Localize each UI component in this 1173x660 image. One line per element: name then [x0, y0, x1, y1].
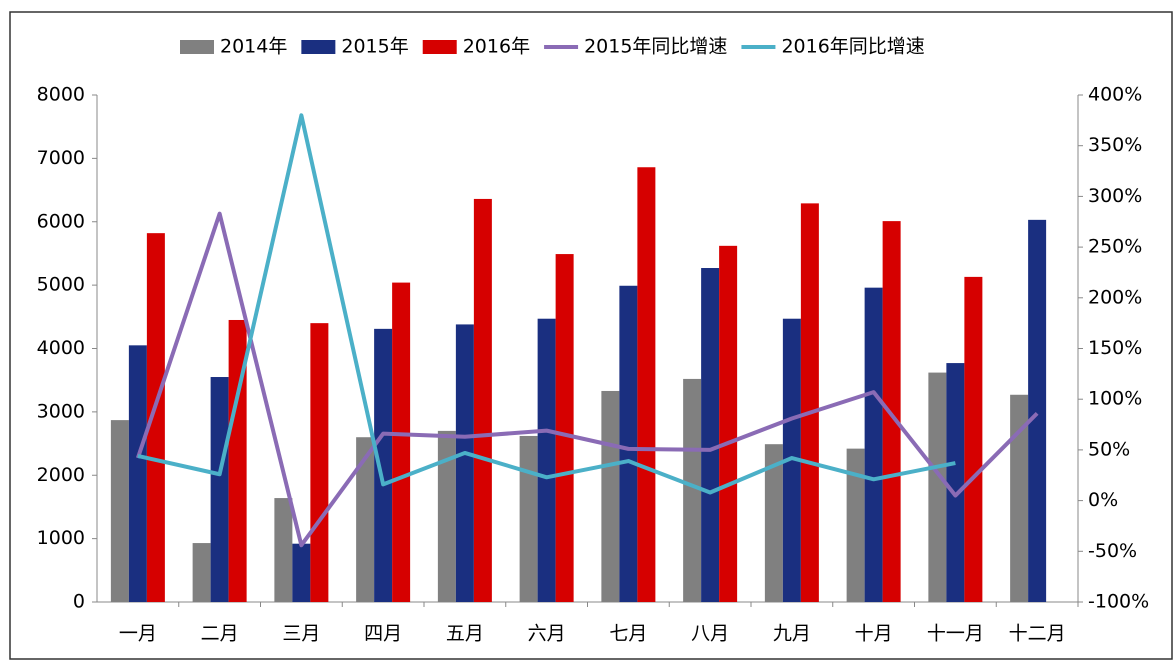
bar: [128, 345, 147, 602]
bar: [683, 378, 702, 602]
y-tick-label: 2000: [37, 464, 85, 486]
bar: [392, 282, 411, 602]
line: [135, 211, 1039, 548]
bar: [537, 318, 556, 602]
bar: [473, 198, 492, 602]
y2-tick-label: 50%: [1088, 438, 1130, 460]
x-tick-label: 一月: [119, 623, 157, 645]
bar: [192, 543, 211, 602]
x-tick-label: 七月: [609, 623, 647, 645]
x-tick-label: 八月: [691, 623, 729, 645]
x-tick-label: 九月: [773, 623, 811, 645]
y-tick-label: 8000: [37, 84, 85, 106]
x-tick-label: 六月: [528, 623, 566, 645]
legend-label: 2014年: [220, 36, 287, 58]
legend-label: 2015年同比增速: [584, 36, 727, 58]
y-tick-label: 3000: [37, 400, 85, 422]
y2-tick-label: 0%: [1088, 489, 1118, 511]
y-tick-label: 0: [73, 591, 85, 613]
bar: [519, 435, 538, 602]
y2-tick-label: 400%: [1088, 84, 1142, 106]
bar: [864, 287, 883, 602]
legend-label: 2016年: [463, 36, 530, 58]
y-tick-label: 7000: [37, 147, 85, 169]
bar: [800, 203, 819, 602]
bar: [310, 323, 329, 602]
bar: [946, 363, 965, 602]
y2-tick-label: 350%: [1088, 134, 1142, 156]
bar: [619, 285, 638, 602]
legend-label: 2016年同比增速: [781, 36, 924, 58]
y2-tick-label: 250%: [1088, 236, 1142, 258]
x-tick-label: 十月: [855, 623, 893, 645]
y-tick-label: 5000: [37, 274, 85, 296]
bar: [455, 324, 474, 602]
chart-frame: [9, 11, 1173, 660]
x-tick-label: 四月: [364, 623, 402, 645]
bar: [356, 437, 375, 602]
y2-tick-label: 200%: [1088, 286, 1142, 308]
bar: [764, 444, 783, 602]
y2-tick-label: -100%: [1088, 591, 1149, 613]
bar: [1028, 219, 1047, 602]
legend-symbol: [422, 40, 457, 54]
bar: [228, 319, 247, 602]
bar: [928, 372, 947, 602]
x-tick-label: 十二月: [1009, 623, 1066, 645]
bar: [437, 430, 456, 602]
y2-tick-label: 150%: [1088, 337, 1142, 359]
legend-label: 2015年: [341, 36, 408, 58]
line: [137, 113, 956, 495]
bar: [374, 328, 393, 602]
y-tick-label: 1000: [37, 527, 85, 549]
bar: [782, 318, 801, 602]
bar: [210, 377, 229, 602]
x-tick-label: 五月: [446, 623, 484, 645]
bar: [110, 420, 129, 602]
bar: [274, 498, 293, 602]
y2-tick-label: 300%: [1088, 185, 1142, 207]
bar: [601, 390, 620, 602]
x-tick-label: 二月: [201, 623, 239, 645]
bar: [637, 167, 656, 602]
y-tick-label: 4000: [37, 337, 85, 359]
y2-tick-label: -50%: [1088, 540, 1137, 562]
bar: [292, 543, 311, 602]
y2-tick-label: 100%: [1088, 388, 1142, 410]
bar: [846, 448, 865, 602]
bar: [146, 233, 165, 602]
legend-symbol: [180, 40, 214, 54]
bar: [719, 245, 738, 602]
bar: [964, 276, 983, 602]
y-tick-label: 6000: [37, 210, 85, 232]
x-tick-label: 三月: [282, 623, 320, 645]
bar: [1010, 394, 1029, 602]
bar: [882, 221, 901, 602]
bar: [555, 254, 574, 603]
x-tick-label: 十一月: [927, 623, 984, 645]
legend-symbol: [301, 40, 336, 54]
bar: [701, 268, 720, 602]
